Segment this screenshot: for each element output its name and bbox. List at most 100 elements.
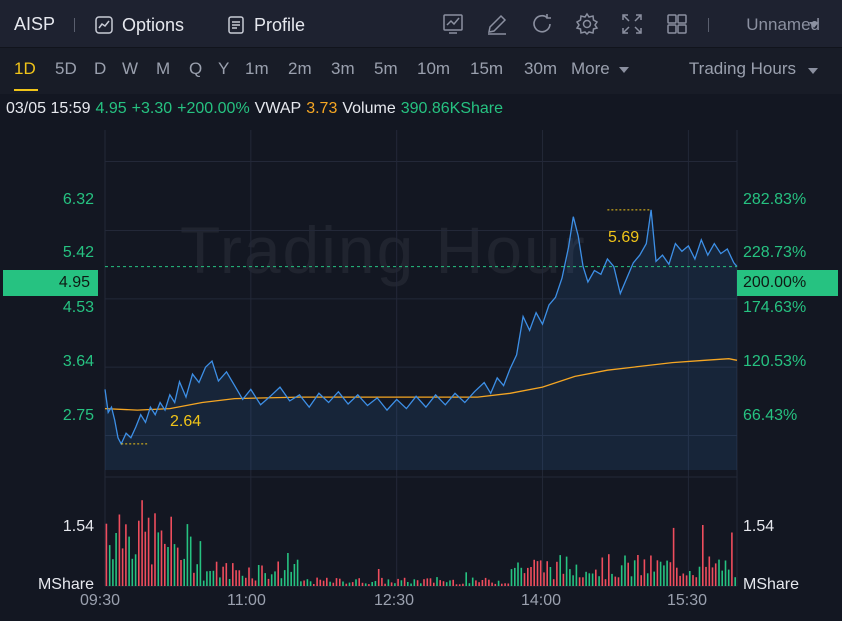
volume-bar [183,558,185,586]
volume-bar [316,577,318,586]
volume-bar [698,566,701,586]
volume-bar [724,560,727,586]
period-option[interactable]: 2m [288,59,312,78]
volume-bar [565,556,568,586]
volume-bar [650,555,652,586]
profile-button[interactable]: Profile [226,10,305,40]
period-option[interactable]: 1D [14,59,36,78]
volume-bar [436,577,438,586]
period-option[interactable]: M [156,59,171,78]
more-periods-dropdown[interactable]: More [571,59,610,78]
volume-bar [105,523,108,586]
chart-indicator-icon [443,14,463,34]
chart-grid [104,130,738,587]
volume-bar [663,565,665,586]
volume-bar [371,582,373,586]
volume-bar [313,584,315,586]
fullscreen-button[interactable] [620,12,644,36]
volume-bar [702,525,704,586]
volume-bar [617,577,620,586]
period-option[interactable]: 15m [470,59,504,78]
volume-bar [504,583,506,586]
volume-bar [202,580,205,586]
volume-bar [585,571,587,586]
volume-bar [319,579,322,586]
volume-bar [397,578,399,586]
volume-bar [199,541,202,586]
volume-bar [471,577,474,586]
draw-button[interactable] [485,12,509,36]
volume-bar [595,569,597,586]
volume-bar [727,569,730,586]
settings-button[interactable] [575,12,599,36]
volume-bar [118,514,121,586]
period-option[interactable]: 5D [55,59,77,78]
volume-bar [173,544,176,586]
period-option[interactable]: 5m [374,59,398,78]
volume-bar [633,560,636,586]
volume-bar [507,583,510,586]
volume-bar [669,562,672,586]
price-axis-label: 4.53 [62,299,94,316]
volume-bar [332,582,335,586]
time-axis-label: 12:30 [374,592,415,609]
period-option[interactable]: Y [218,59,230,78]
volume-bar [429,578,432,586]
grid-layout-icon [667,14,687,34]
volume-bar [458,584,461,586]
period-option[interactable]: D [94,59,107,78]
volume-bar [562,573,565,586]
volume-axis-label: 1.54 [62,518,94,535]
volume-bar [598,576,600,586]
volume-bar [449,580,451,586]
volume-bar [501,583,503,586]
volume-bar [254,580,257,586]
volume-bar [306,579,309,586]
chevron-down-icon [808,68,818,74]
volume-bar [695,577,698,586]
volume-bar [170,516,172,586]
volume-bar [494,583,497,586]
refresh-icon [533,14,551,33]
symbol-title[interactable]: AISP [14,14,56,34]
profile-document-icon [228,16,244,34]
period-option[interactable]: 30m [524,59,558,78]
volume-bar [721,570,723,586]
high-price-annotation: 5.69 [608,229,640,246]
volume-bar [300,581,302,586]
volume-bar [582,577,584,586]
top-toolbar: AISP Options Profile [0,0,842,48]
price-axis-label: 5.42 [62,244,94,261]
indicators-button[interactable] [441,12,465,36]
volume-bar [588,573,591,586]
price-chart[interactable] [0,128,842,593]
period-option[interactable]: 3m [331,59,355,78]
volume-bar [462,583,464,586]
period-option[interactable]: 1m [245,59,269,78]
period-option[interactable]: Q [189,59,203,78]
pct-axis-label: 120.53% [743,353,807,370]
volume-bar [212,570,215,586]
session-dropdown[interactable]: Trading Hours [688,59,796,78]
volume-bar [329,581,331,586]
options-button[interactable]: Options [94,10,184,40]
volume-bar [364,583,367,586]
volume-bar [672,527,675,586]
layout-button[interactable] [665,12,689,36]
period-option[interactable]: W [122,59,139,78]
volume-bar [368,584,370,586]
volume-bar [232,563,234,586]
volume-bar [115,533,117,586]
options-chart-icon [95,16,113,34]
layout-name-dropdown[interactable]: Unnamed [746,15,820,34]
volume-bar [546,561,548,586]
volume-bar [705,566,707,586]
refresh-button[interactable] [530,12,554,36]
volume-bar [413,579,416,586]
volume-bar [426,578,429,586]
time-axis-label: 11:00 [227,592,266,609]
period-option[interactable]: 10m [417,59,451,78]
volume-bar [361,582,364,586]
volume-bar [601,557,604,586]
volume-bar [510,569,513,586]
